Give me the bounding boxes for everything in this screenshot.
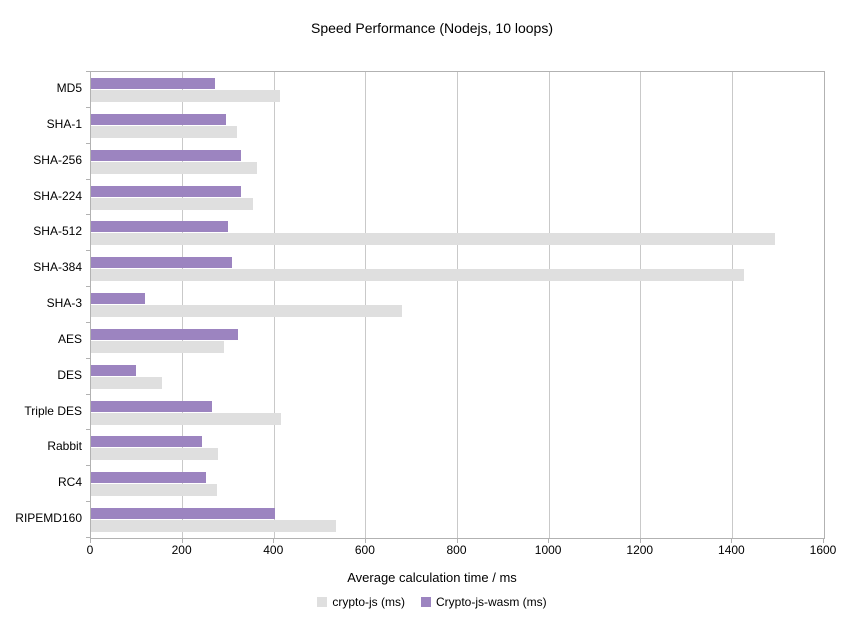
bar-crypto-js-wasm-ms- (91, 221, 228, 233)
y-axis-tick (86, 107, 90, 108)
x-axis-tick (364, 539, 366, 543)
legend-label: crypto-js (ms) (332, 595, 405, 609)
y-axis-tick (86, 286, 90, 287)
category-label: SHA-256 (33, 152, 82, 167)
x-axis-title: Average calculation time / ms (347, 570, 517, 585)
gridline (182, 72, 184, 538)
x-axis-tick (273, 539, 275, 543)
tick-label: 600 (354, 543, 375, 557)
x-axis-tick (90, 539, 91, 543)
y-axis-tick (86, 465, 90, 466)
bar-crypto-js-wasm-ms- (91, 293, 146, 305)
tick-label: 0 (86, 543, 94, 557)
gridline (273, 72, 275, 538)
category-label: DES (57, 367, 82, 382)
y-axis-tick (86, 358, 90, 359)
category-label: SHA-3 (46, 296, 82, 311)
gridline (457, 72, 458, 538)
bar-crypto-js-ms- (91, 305, 402, 318)
category-label: SHA-512 (33, 224, 82, 239)
tick-label: 200 (171, 543, 192, 557)
chart-title: Speed Performance (Nodejs, 10 loops) (310, 20, 554, 36)
bar-crypto-js-ms- (91, 448, 218, 461)
bar-crypto-js-wasm-ms- (91, 436, 202, 448)
gridline (640, 72, 642, 538)
bar-crypto-js-ms- (91, 269, 745, 282)
legend: crypto-js (ms) Crypto-js-wasm (ms) (0, 595, 864, 609)
category-label: SHA-224 (33, 188, 82, 203)
x-axis-tick (639, 539, 641, 543)
x-axis-tick (731, 539, 733, 543)
y-axis-tick (86, 214, 90, 215)
plot-area (90, 71, 825, 539)
gridline (731, 72, 733, 538)
category-label: MD5 (56, 81, 82, 95)
legend-item: crypto-js (ms) (317, 595, 405, 609)
bar-crypto-js-wasm-ms- (91, 149, 242, 161)
bar-crypto-js-wasm-ms- (91, 508, 275, 520)
legend-swatch (421, 597, 431, 607)
bar-crypto-js-ms- (91, 340, 225, 353)
bar-crypto-js-ms- (91, 161, 257, 174)
bar-crypto-js-ms- (91, 233, 776, 246)
bar-crypto-js-wasm-ms- (91, 472, 206, 484)
legend-label: Crypto-js-wasm (ms) (436, 595, 547, 609)
tick-label: 1000 (534, 543, 562, 557)
bar-crypto-js-ms- (91, 197, 254, 210)
category-label: RIPEMD160 (15, 511, 82, 526)
x-axis-tick (456, 539, 458, 543)
y-axis-tick (86, 179, 90, 180)
y-axis-tick (86, 501, 90, 502)
tick-label: 1600 (809, 543, 837, 557)
category-label: RC4 (57, 475, 82, 490)
bar-crypto-js-ms- (91, 520, 337, 533)
category-label: SHA-384 (33, 260, 82, 275)
category-label: Rabbit (47, 439, 82, 454)
bar-crypto-js-ms- (91, 90, 280, 102)
bar-crypto-js-wasm-ms- (91, 400, 212, 412)
y-axis-tick (86, 429, 90, 430)
y-axis-tick (86, 394, 90, 395)
x-axis-tick (181, 539, 183, 543)
bar-crypto-js-wasm-ms- (91, 78, 215, 89)
y-axis-tick (86, 537, 90, 538)
y-axis-tick (86, 250, 90, 251)
category-label: Triple DES (24, 403, 82, 418)
y-axis-tick (86, 71, 90, 72)
bar-crypto-js-wasm-ms- (91, 185, 242, 197)
x-axis-tick (548, 539, 550, 543)
gridline (548, 72, 550, 538)
y-axis-tick (86, 143, 90, 144)
bar-crypto-js-ms- (91, 484, 218, 497)
legend-swatch (317, 597, 328, 607)
bar-crypto-js-ms- (91, 376, 162, 389)
x-axis-tick (823, 539, 824, 543)
bar-crypto-js-wasm-ms- (91, 328, 238, 340)
gridline (365, 72, 367, 538)
category-label: SHA-1 (46, 116, 82, 131)
legend-item: Crypto-js-wasm (ms) (421, 595, 547, 609)
tick-label: 1400 (718, 543, 745, 557)
tick-label: 1200 (626, 543, 654, 557)
bar-crypto-js-wasm-ms- (91, 364, 136, 376)
bar-crypto-js-ms- (91, 125, 237, 138)
y-axis-tick (86, 322, 90, 323)
tick-label: 800 (446, 543, 467, 557)
bar-crypto-js-wasm-ms- (91, 113, 227, 125)
bar-crypto-js-wasm-ms- (91, 257, 232, 269)
category-label: AES (57, 331, 82, 346)
bar-crypto-js-ms- (91, 412, 282, 425)
tick-label: 400 (263, 543, 284, 557)
